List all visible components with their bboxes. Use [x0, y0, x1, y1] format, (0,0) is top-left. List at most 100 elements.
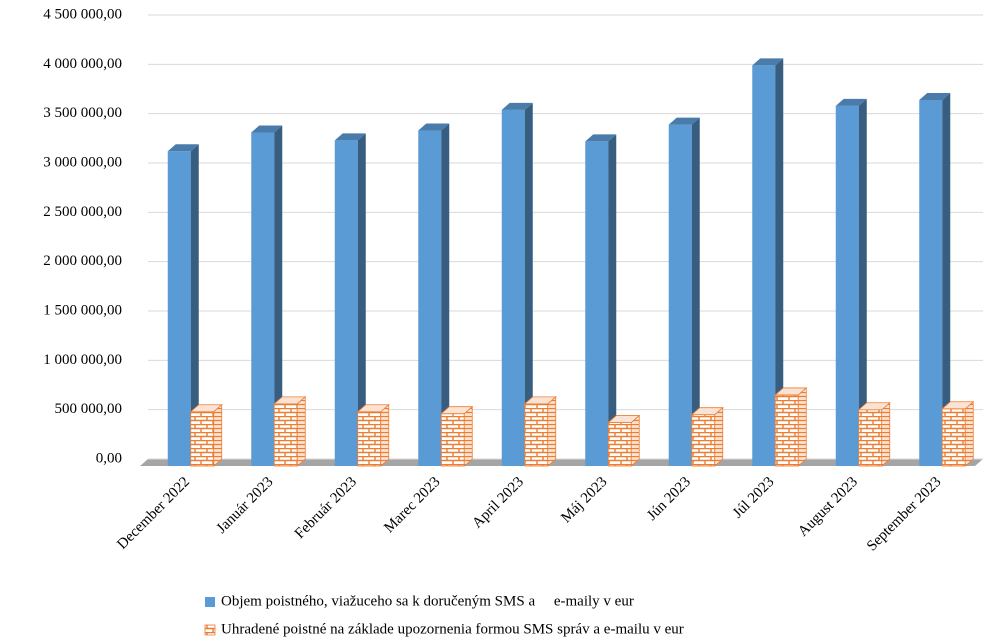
bar-side	[964, 400, 974, 467]
bar	[273, 395, 307, 467]
bar-top	[440, 406, 474, 415]
bar-top	[607, 415, 641, 423]
legend-swatch	[204, 624, 216, 636]
bar	[752, 58, 784, 467]
bar-front	[607, 422, 632, 467]
bar-top	[941, 401, 975, 410]
bar-front	[585, 141, 609, 467]
bar	[607, 414, 641, 467]
bar-top	[334, 133, 366, 141]
bar-side	[881, 401, 891, 467]
bar-top	[523, 396, 557, 405]
bar-side	[858, 98, 867, 466]
bar	[418, 123, 450, 467]
bar-top	[585, 134, 617, 142]
bar	[356, 403, 390, 467]
bar	[523, 395, 557, 467]
bar-top	[752, 58, 784, 66]
bar-top	[418, 123, 450, 131]
legend-item: Uhradené poistné na základe upozornenia …	[204, 621, 684, 637]
bar	[668, 117, 700, 466]
bar-front	[251, 132, 275, 467]
bar	[835, 98, 867, 466]
x-tick-label: September 2023	[864, 474, 945, 555]
bar-side	[441, 123, 450, 467]
bar-side	[380, 403, 390, 467]
bar-side	[524, 102, 533, 467]
y-tick-label: 500 000,00	[55, 401, 123, 417]
bar-side	[190, 144, 199, 466]
y-tick-label: 3 500 000,00	[43, 105, 122, 121]
bar	[857, 401, 891, 467]
y-tick-label: 2 000 000,00	[43, 253, 122, 269]
bar-side	[463, 405, 473, 467]
bar-front	[691, 414, 716, 467]
bar-front	[501, 109, 525, 467]
y-tick-label: 3 000 000,00	[43, 154, 122, 170]
x-tick-label: Máj 2023	[558, 474, 610, 526]
bar-side	[608, 134, 617, 467]
y-tick-label: 2 500 000,00	[43, 204, 122, 220]
bar-side	[357, 133, 366, 466]
legend-swatch	[205, 597, 215, 607]
x-tick-label: Júl 2023	[730, 474, 778, 522]
bar-front	[167, 151, 191, 466]
y-tick-label: 1 500 000,00	[43, 302, 122, 318]
bar-front	[357, 411, 382, 467]
bar	[440, 405, 474, 467]
bar-top	[167, 144, 199, 152]
x-tick-label: Jún 2023	[644, 474, 694, 524]
bar-side	[630, 414, 640, 467]
bar-front	[941, 408, 966, 467]
bar	[167, 144, 199, 466]
bar-side	[213, 403, 223, 467]
bar-top	[189, 404, 223, 413]
bar-front	[273, 403, 298, 467]
bar-top	[501, 102, 533, 110]
bar-side	[547, 395, 557, 467]
x-tick-label: Marec 2023	[381, 474, 443, 536]
bar	[919, 92, 951, 467]
bar-top	[356, 404, 390, 413]
bar-front	[858, 409, 883, 467]
x-tick-label: Január 2023	[214, 474, 277, 537]
x-tick-label: April 2023	[469, 474, 527, 532]
y-tick-label: 0,00	[96, 450, 122, 466]
bar	[251, 125, 283, 467]
bar	[774, 387, 808, 467]
bar-top	[774, 387, 808, 396]
bar-front	[919, 99, 943, 467]
bar-front	[190, 411, 215, 467]
bar-top	[835, 98, 867, 106]
bar-top	[668, 117, 700, 125]
y-tick-label: 1 000 000,00	[43, 352, 122, 368]
bar-front	[774, 394, 799, 467]
bar	[941, 400, 975, 467]
bar-side	[691, 117, 700, 466]
legend-label: Objem poistného, viažuceho sa k doručený…	[221, 593, 634, 609]
bar-front	[835, 105, 859, 466]
bar-side	[775, 58, 784, 467]
bar-side	[797, 387, 807, 467]
legend-item: Objem poistného, viažuceho sa k doručený…	[205, 593, 634, 609]
bar	[585, 134, 617, 467]
bar-side	[296, 395, 306, 467]
bar-front	[440, 413, 465, 467]
bar-top	[251, 125, 283, 133]
bar-front	[418, 130, 442, 467]
bar	[690, 406, 724, 467]
bar-side	[274, 125, 283, 467]
bar	[501, 102, 533, 467]
y-tick-label: 4 500 000,00	[43, 6, 122, 22]
bar-side	[942, 92, 951, 467]
bar-front	[524, 403, 549, 467]
bar-front	[752, 65, 776, 466]
bar-top	[919, 92, 951, 100]
x-tick-label: Február 2023	[292, 474, 360, 542]
bar	[334, 133, 366, 466]
legend-label: Uhradené poistné na základe upozornenia …	[221, 621, 684, 637]
bar-front	[334, 140, 358, 466]
x-tick-label: December 2022	[114, 474, 193, 553]
bar-top	[857, 402, 891, 411]
